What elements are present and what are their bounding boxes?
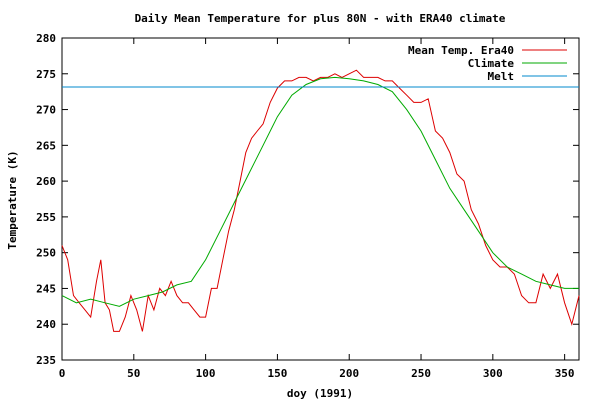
y-tick-label: 265 <box>36 139 56 152</box>
x-tick-label: 200 <box>339 367 359 380</box>
legend-label-climate: Climate <box>468 57 515 70</box>
legend-label-mean-temp-era40: Mean Temp. Era40 <box>408 44 514 57</box>
y-tick-label: 255 <box>36 211 56 224</box>
y-tick-label: 250 <box>36 247 56 260</box>
plot-area <box>61 37 580 361</box>
x-tick-label: 50 <box>127 367 140 380</box>
series-line-mean-temp-era40 <box>61 69 580 332</box>
y-tick-label: 270 <box>36 104 56 117</box>
series-line-climate <box>61 76 579 307</box>
y-tick-label: 260 <box>36 175 56 188</box>
y-tick-label: 235 <box>36 354 56 367</box>
x-tick-label: 250 <box>411 367 431 380</box>
x-tick-label: 300 <box>483 367 503 380</box>
x-tick-label: 350 <box>555 367 575 380</box>
x-axis-label: doy (1991) <box>287 387 353 400</box>
x-tick-label: 100 <box>196 367 216 380</box>
x-tick-label: 150 <box>267 367 287 380</box>
y-tick-label: 275 <box>36 68 56 81</box>
x-tick-label: 0 <box>59 367 66 380</box>
chart-title: Daily Mean Temperature for plus 80N - wi… <box>135 12 506 25</box>
y-tick-label: 245 <box>36 282 56 295</box>
legend-label-melt: Melt <box>488 70 515 83</box>
y-tick-label: 240 <box>36 318 56 331</box>
y-axis-label: Temperature (K) <box>6 150 19 249</box>
y-tick-label: 280 <box>36 32 56 45</box>
